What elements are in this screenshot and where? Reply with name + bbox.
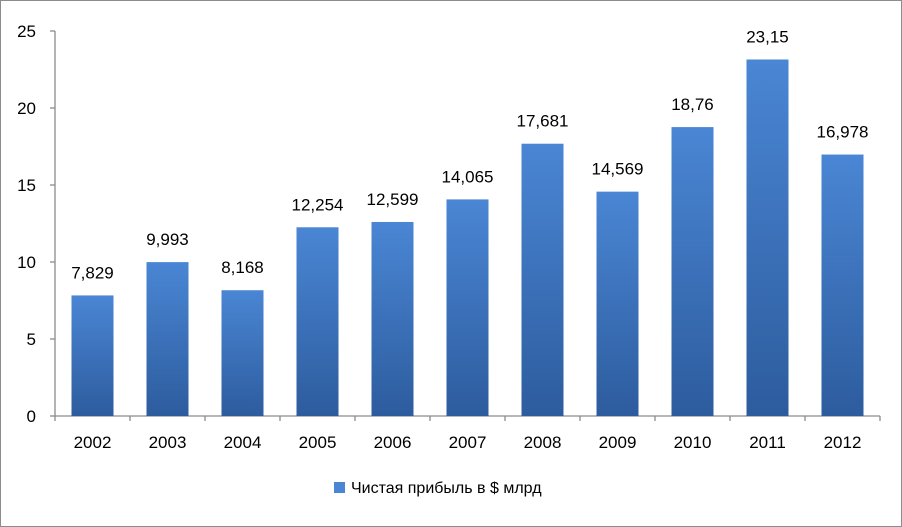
y-tick-label: 0 (27, 407, 36, 426)
axes: 0 5 10 15 20 25 2002 2003 2004 2005 2006 2007 2008 20… (17, 22, 881, 452)
y-tick-label: 25 (17, 22, 36, 41)
bar-2011 (746, 59, 789, 417)
x-tick-label: 2011 (749, 433, 786, 452)
data-label-2003: 9,993 (146, 230, 189, 249)
x-tick-label: 2004 (224, 433, 262, 452)
data-label-2008: 17,681 (517, 112, 569, 131)
bars (71, 59, 864, 417)
bar-2006 (371, 221, 414, 416)
data-label-2009: 14,569 (592, 160, 644, 179)
x-tick-label: 2005 (299, 433, 337, 452)
x-tick-label: 2007 (449, 433, 487, 452)
bar-2008 (521, 143, 564, 417)
x-tick-label: 2012 (824, 433, 862, 452)
y-tick-label: 15 (17, 176, 36, 195)
data-label-2002: 7,829 (71, 263, 114, 282)
legend-label: Чистая прибыль в $ млрд (351, 480, 542, 497)
data-label-2005: 12,254 (292, 195, 344, 214)
x-tick-label: 2008 (524, 433, 562, 452)
legend: Чистая прибыль в $ млрд (334, 480, 542, 497)
x-tick-label: 2003 (149, 433, 187, 452)
legend-swatch (334, 482, 345, 493)
x-tick-label: 2002 (74, 433, 112, 452)
data-label-2012: 16,978 (817, 123, 869, 142)
x-tick-label: 2009 (599, 433, 637, 452)
data-label-2011: 23,15 (746, 27, 789, 46)
y-tick-label: 20 (17, 99, 36, 118)
data-label-2006: 12,599 (367, 190, 419, 209)
data-label-2010: 18,76 (671, 95, 714, 114)
bar-2012 (821, 154, 864, 416)
y-tick-label: 10 (17, 253, 36, 272)
bar-2002 (71, 295, 114, 416)
x-tick-label: 2010 (674, 433, 712, 452)
bar-2009 (596, 191, 639, 416)
bar-2003 (146, 262, 189, 416)
bar-2010 (671, 127, 714, 416)
bar-2005 (296, 227, 339, 416)
y-tick-label: 5 (27, 330, 36, 349)
bar-2004 (221, 290, 264, 416)
data-label-2004: 8,168 (221, 258, 264, 277)
x-tick-label: 2006 (374, 433, 412, 452)
data-label-2007: 14,065 (442, 167, 494, 186)
data-labels: 7,829 9,993 8,168 12,254 12,599 14,065 17,681 1… (71, 27, 868, 282)
bar-2007 (446, 199, 489, 416)
